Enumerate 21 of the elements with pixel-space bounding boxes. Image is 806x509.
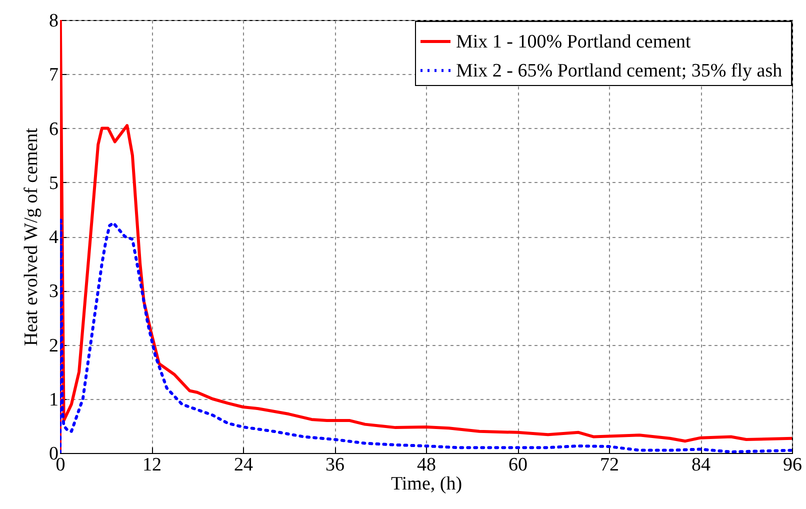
x-tick-label: 24	[234, 454, 254, 476]
y-tick-label: 2	[49, 335, 58, 356]
x-tick-label: 96	[783, 454, 802, 476]
x-tick-label: 48	[417, 454, 436, 476]
x-tick-label: 84	[692, 454, 711, 476]
x-axis-title: Time, (h)	[390, 474, 462, 494]
x-tick-label: 60	[508, 454, 528, 476]
y-tick-label: 5	[49, 172, 58, 194]
x-tick-label: 12	[142, 454, 162, 476]
y-tick-label: 7	[49, 64, 58, 86]
x-tick-label: 72	[600, 454, 619, 476]
x-tick-label: 36	[326, 454, 344, 476]
legend-label: Mix 2 - 65% Portland cement; 35% fly ash	[456, 60, 783, 82]
y-tick-label: 1	[49, 389, 58, 410]
y-tick-label: 8	[49, 10, 58, 32]
y-axis-title: Heat evolved W/g of cement	[21, 127, 42, 346]
y-tick-label: 4	[49, 227, 59, 248]
y-tick-label: 3	[49, 281, 58, 302]
legend-label: Mix 1 - 100% Portland cement	[456, 32, 692, 52]
line-series	[60, 218, 792, 453]
y-tick-label: 6	[49, 118, 58, 140]
